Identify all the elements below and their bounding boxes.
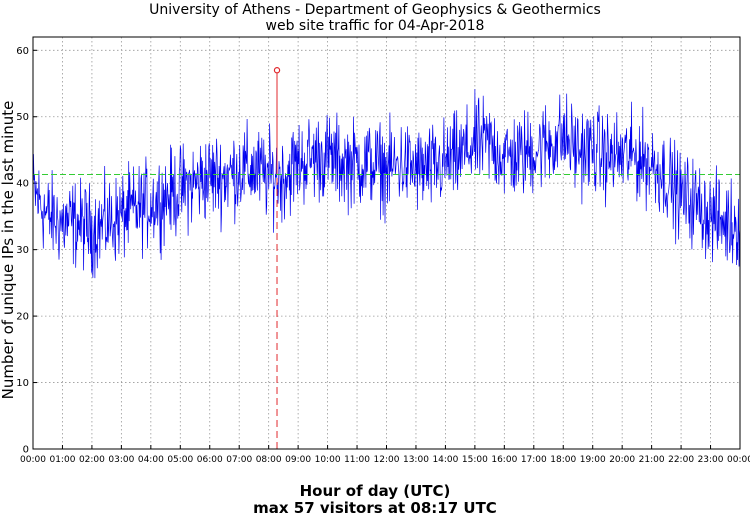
chart-title: University of Athens - Department of Geo… <box>149 2 601 18</box>
x-tick-label: 16:00 <box>491 455 517 465</box>
x-tick-label: 15:00 <box>462 455 488 465</box>
x-tick-label: 10:00 <box>315 455 341 465</box>
max-marker <box>273 67 281 74</box>
x-tick-label: 08:00 <box>256 455 282 465</box>
x-tick-label: 01:00 <box>49 455 75 465</box>
x-tick-label: 20:00 <box>609 455 635 465</box>
x-tick-label: 22:00 <box>668 455 694 465</box>
y-axis-label: Number of unique IPs in the last minute <box>0 100 17 400</box>
x-tick-label: 11:00 <box>344 455 370 465</box>
y-tick-label: 50 <box>16 112 29 123</box>
y-tick-label: 20 <box>16 312 29 323</box>
x-tick-label: 00:00 <box>20 455 46 465</box>
y-tick-label: 40 <box>16 179 29 190</box>
x-tick-label: 13:00 <box>403 455 429 465</box>
x-tick-label: 12:00 <box>374 455 400 465</box>
x-tick-label: 18:00 <box>550 455 576 465</box>
y-tick-label: 60 <box>16 46 29 57</box>
x-tick-label: 23:00 <box>698 455 724 465</box>
x-tick-label: 14:00 <box>432 455 458 465</box>
x-tick-label: 21:00 <box>639 455 665 465</box>
y-tick-label: 10 <box>16 378 29 389</box>
plot-frame <box>32 36 741 450</box>
max-visitors-annotation: max 57 visitors at 08:17 UTC <box>253 499 497 517</box>
x-tick-label: 07:00 <box>226 455 252 465</box>
y-tick-label: 0 <box>23 445 29 456</box>
x-axis-label: Hour of day (UTC) <box>299 482 451 500</box>
plot-area <box>33 37 740 449</box>
x-tick-label: 05:00 <box>167 455 193 465</box>
x-tick-label: 04:00 <box>138 455 164 465</box>
x-tick-label: 00:00 <box>727 455 750 465</box>
x-tick-label: 09:00 <box>285 455 311 465</box>
x-tick-label: 06:00 <box>197 455 223 465</box>
x-tick-label: 17:00 <box>521 455 547 465</box>
y-tick-label: 30 <box>16 245 29 256</box>
x-tick-label: 19:00 <box>580 455 606 465</box>
x-tick-label: 02:00 <box>79 455 105 465</box>
x-tick-label: 03:00 <box>108 455 134 465</box>
chart-subtitle: web site traffic for 04-Apr-2018 <box>265 18 485 34</box>
